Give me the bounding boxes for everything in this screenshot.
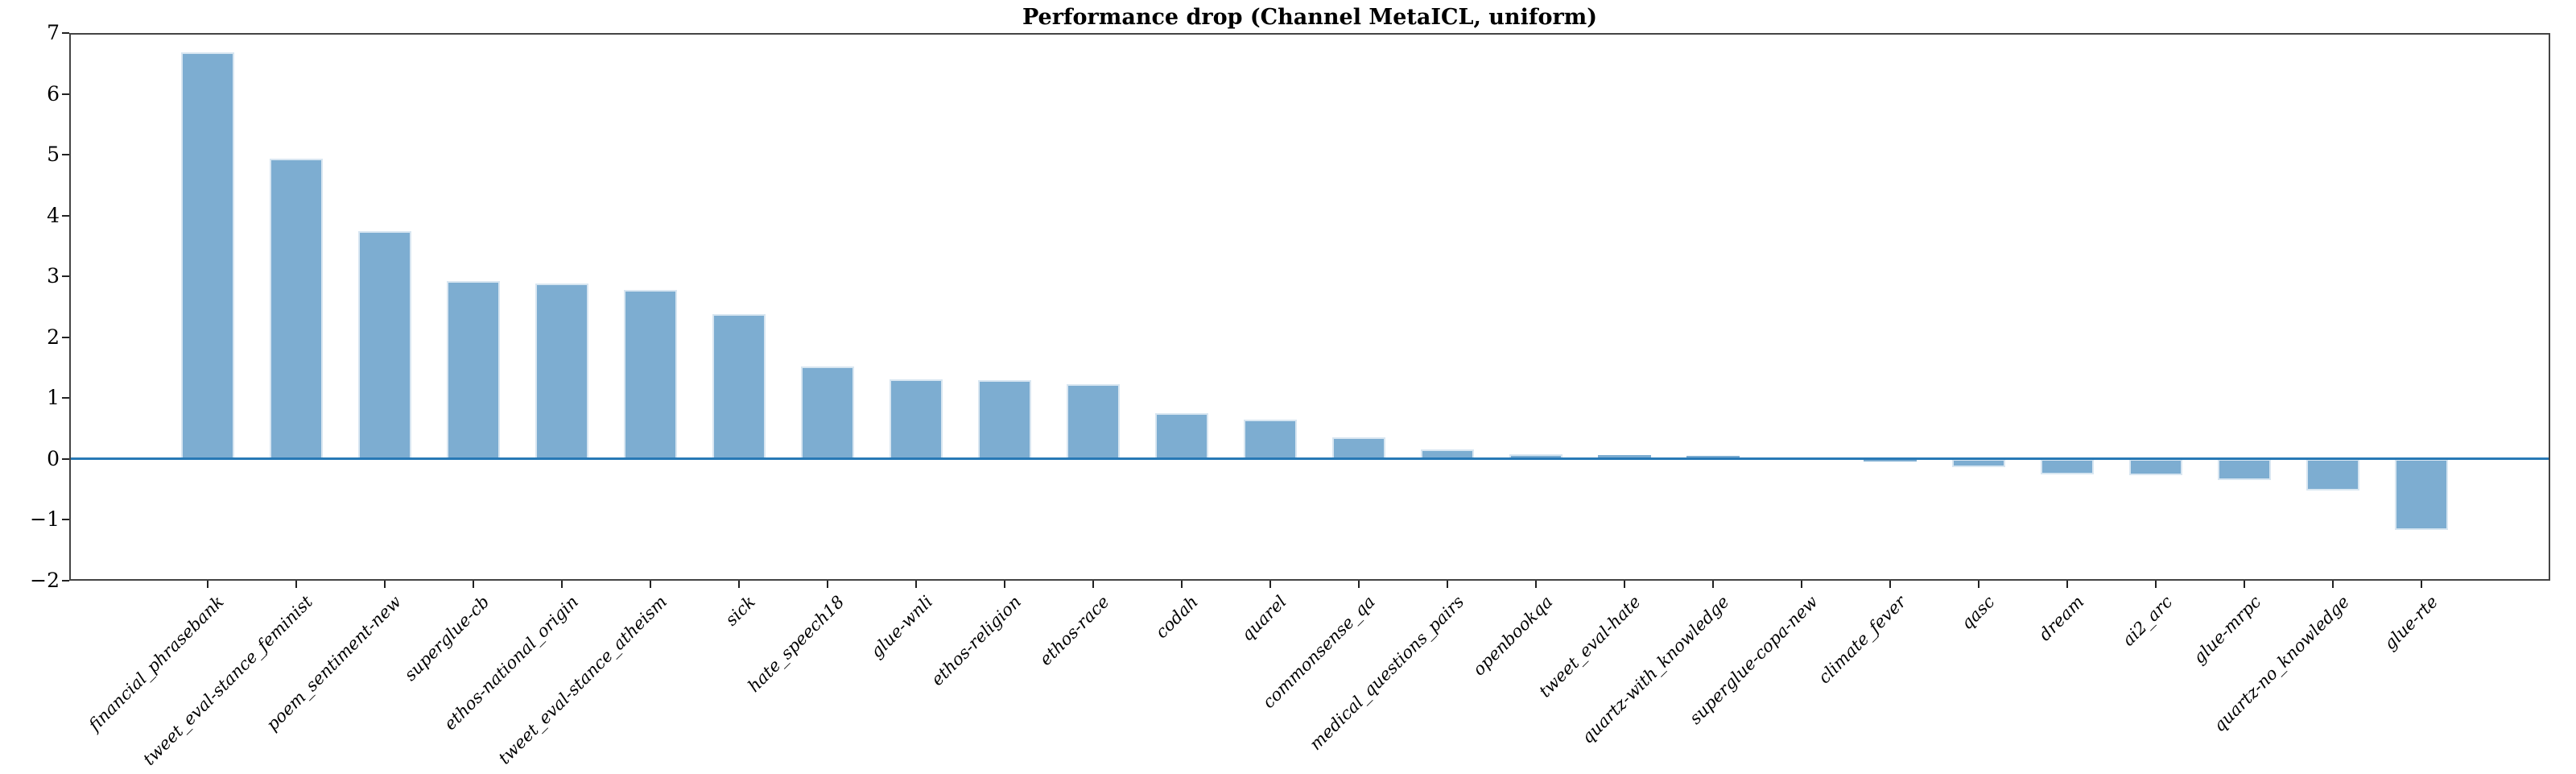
y-tick-mark (62, 580, 69, 582)
bar (181, 52, 234, 459)
x-tick-label: glue-mrpc (2189, 592, 2264, 668)
y-tick-mark (62, 214, 69, 217)
x-tick-mark (1181, 581, 1183, 588)
x-tick-mark (295, 581, 297, 588)
x-tick-label: climate_fever (1814, 592, 1910, 688)
bar (890, 379, 943, 459)
bar (712, 314, 766, 459)
plot-area (69, 33, 2550, 581)
x-tick-label: ethos-religion (927, 592, 1025, 690)
y-tick-label: 0 (47, 446, 60, 470)
x-tick-mark (1801, 581, 1802, 588)
bar (2218, 458, 2271, 480)
x-tick-label: superglue-cb (400, 592, 493, 685)
x-tick-label: ai2_arc (2118, 592, 2176, 650)
x-tick-label: sick (721, 592, 759, 630)
x-tick-mark (1447, 581, 1448, 588)
y-tick-mark (62, 275, 69, 278)
bar (2041, 458, 2094, 474)
x-tick-mark (2155, 581, 2157, 588)
x-tick-label: qasc (1957, 592, 1999, 634)
x-tick-mark (2066, 581, 2068, 588)
bar (358, 231, 411, 459)
bar (2129, 458, 2182, 476)
x-tick-mark (1004, 581, 1005, 588)
x-tick-mark (1535, 581, 1537, 588)
x-tick-label: quarel (1237, 592, 1290, 645)
bar (2306, 458, 2359, 491)
x-tick-mark (650, 581, 651, 588)
x-tick-label: medical_questions_pairs (1305, 592, 1468, 755)
x-tick-label: hate_speech18 (743, 592, 848, 697)
x-tick-mark (561, 581, 563, 588)
bar (1155, 413, 1208, 459)
x-tick-label: tweet_eval-stance_feminist (139, 592, 316, 769)
x-tick-label: tweet_eval-stance_atheism (494, 592, 671, 768)
x-tick-mark (1269, 581, 1271, 588)
x-tick-label: openbookqa (1468, 592, 1556, 680)
x-tick-label: quartz-with_knowledge (1578, 592, 1733, 747)
x-tick-mark (1092, 581, 1094, 588)
y-tick-mark (62, 32, 69, 34)
x-tick-label: dream (2034, 592, 2087, 645)
bar (1686, 456, 1740, 459)
x-tick-mark (1358, 581, 1360, 588)
y-tick-label: 2 (47, 325, 60, 349)
bar (1598, 455, 1651, 459)
x-tick-mark (473, 581, 474, 588)
x-tick-mark (2332, 581, 2334, 588)
x-tick-mark (384, 581, 386, 588)
y-tick-mark (62, 397, 69, 399)
bar (1952, 458, 2005, 468)
x-tick-mark (2244, 581, 2245, 588)
y-tick-mark (62, 93, 69, 95)
bar (1244, 419, 1297, 459)
x-tick-mark (1712, 581, 1714, 588)
bar (978, 379, 1031, 459)
x-tick-mark (1889, 581, 1891, 588)
y-tick-label: 4 (47, 203, 60, 227)
x-tick-mark (827, 581, 828, 588)
y-tick-mark (62, 336, 69, 338)
x-tick-mark (738, 581, 740, 588)
x-tick-mark (1624, 581, 1625, 588)
x-tick-label: codah (1151, 592, 1202, 643)
y-tick-label: 5 (47, 143, 60, 167)
bar (624, 289, 677, 459)
x-tick-label: glue-wnli (866, 592, 936, 662)
chart-title: Performance drop (Channel MetaICL, unifo… (1022, 5, 1598, 30)
bar (1067, 383, 1120, 459)
zero-line (71, 457, 2549, 461)
x-tick-mark (1978, 581, 1979, 588)
bar (535, 284, 588, 459)
x-tick-mark (207, 581, 208, 588)
bar (447, 280, 500, 459)
y-tick-label: −1 (30, 507, 60, 532)
x-tick-mark (2421, 581, 2422, 588)
y-tick-label: 1 (47, 386, 60, 410)
y-tick-mark (62, 519, 69, 521)
x-tick-mark (915, 581, 917, 588)
y-tick-mark (62, 154, 69, 156)
y-tick-label: −2 (30, 569, 60, 592)
bar (1864, 458, 1917, 462)
bar (270, 159, 323, 459)
bar (2395, 458, 2448, 530)
y-tick-mark (62, 457, 69, 460)
y-tick-label: 6 (47, 81, 60, 106)
bar (801, 366, 854, 459)
bar (1332, 437, 1385, 459)
x-tick-label: ethos-race (1036, 592, 1113, 669)
y-tick-label: 7 (47, 21, 60, 44)
y-tick-label: 3 (47, 264, 60, 288)
x-tick-label: glue-rte (2380, 592, 2442, 654)
